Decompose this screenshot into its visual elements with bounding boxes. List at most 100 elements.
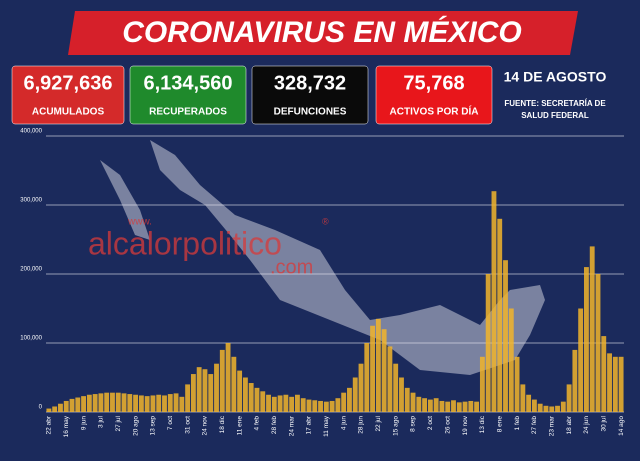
bar [341, 392, 347, 412]
x-tick-label: 16 may [63, 415, 70, 437]
x-tick-label: 27 jul [115, 415, 122, 431]
stat-label: ACTIVOS POR DÍA [390, 105, 479, 118]
bar [352, 377, 358, 412]
y-tick-label: 100,000 [20, 336, 42, 342]
bar [104, 392, 110, 412]
bar [323, 401, 329, 412]
bar [254, 387, 260, 412]
bar [110, 392, 115, 412]
date: 14 DE AGOSTO [504, 69, 607, 85]
title-banner [68, 11, 578, 55]
bar [612, 356, 618, 412]
bar [526, 394, 532, 412]
bar [81, 396, 86, 412]
x-tick-label: 2 oct [427, 416, 434, 430]
x-tick-label: 18 dic [219, 415, 226, 433]
bar [584, 267, 589, 412]
x-tick-label: 19 nov [462, 415, 469, 435]
stat-label: RECUPERADOS [149, 107, 227, 118]
bar [404, 387, 410, 412]
x-tick-label: 3 jul [98, 415, 105, 427]
bar [283, 394, 289, 412]
bar [138, 395, 144, 412]
y-tick-label: 200,000 [20, 267, 42, 273]
bar [503, 260, 508, 412]
bar [433, 398, 439, 412]
bar [410, 392, 416, 412]
bar [485, 274, 491, 412]
bar [121, 393, 127, 412]
x-tick-label: 31 oct [184, 416, 191, 434]
x-tick-label: 4 jun [340, 416, 347, 430]
x-tick-label: 28 feb [271, 416, 278, 434]
x-tick-label: 28 jun [358, 416, 365, 434]
bar [271, 396, 277, 412]
x-tick-label: 24 jun [583, 416, 590, 434]
source: SALUD FEDERAL [521, 111, 589, 120]
bar [531, 399, 537, 412]
title: CORONAVIRUS EN MÉXICO [122, 15, 521, 49]
stat-box [375, 65, 493, 125]
watermark: alcalorpolitico [88, 225, 282, 261]
x-tick-label: 24 mar [288, 415, 295, 436]
bar [214, 363, 219, 412]
bar [589, 246, 595, 412]
bar [514, 356, 520, 412]
y-tick-label: 400,000 [20, 129, 42, 135]
bar [451, 400, 456, 412]
x-tick-label: 23 mar [548, 415, 555, 436]
x-tick-label: 15 ago [392, 416, 399, 436]
bar [295, 394, 300, 412]
bar [289, 396, 295, 412]
bar [358, 363, 364, 412]
x-tick-label: 13 dic [479, 415, 486, 433]
bar [179, 396, 185, 412]
bar [248, 383, 254, 412]
bar [497, 218, 503, 412]
bar [456, 402, 462, 412]
bar [225, 343, 231, 412]
x-tick-label: 24 nov [202, 415, 209, 435]
bar [607, 353, 612, 412]
bar [237, 370, 243, 412]
x-tick-label: 14 ago [618, 416, 625, 436]
x-tick-label: 20 ago [132, 416, 139, 436]
bar [306, 399, 312, 412]
bar [537, 403, 543, 412]
stat-box [251, 65, 369, 125]
bar [242, 377, 248, 412]
bar [190, 374, 196, 412]
bar [127, 394, 133, 412]
bar [162, 395, 167, 412]
source: FUENTE: SECRETARÍA DE [504, 99, 606, 108]
bar [329, 400, 335, 412]
bar [98, 393, 104, 412]
bar [479, 356, 485, 412]
bar [595, 274, 601, 412]
bar [69, 398, 75, 412]
bar [618, 356, 624, 412]
x-tick-label: 11 may [323, 415, 330, 437]
bar [578, 308, 584, 412]
bar [335, 398, 341, 412]
bar [508, 308, 514, 412]
bar [266, 394, 271, 412]
x-tick-label: 8 ene [496, 416, 503, 433]
x-tick-label: 22 abr [46, 415, 53, 434]
bar [86, 394, 92, 412]
x-tick-label: 18 abr [566, 415, 573, 434]
x-tick-label: 26 oct [444, 416, 451, 434]
bar [427, 399, 433, 412]
bar [277, 395, 283, 412]
bar [58, 403, 63, 412]
stat-label: DEFUNCIONES [274, 107, 347, 118]
bar [52, 406, 58, 412]
watermark: ® [322, 216, 329, 226]
bar [92, 394, 98, 412]
bar [462, 401, 468, 412]
bar [375, 318, 381, 412]
bar [347, 387, 352, 412]
x-tick-label: 30 jul [600, 415, 607, 431]
bar [491, 191, 497, 412]
bar [555, 405, 560, 412]
